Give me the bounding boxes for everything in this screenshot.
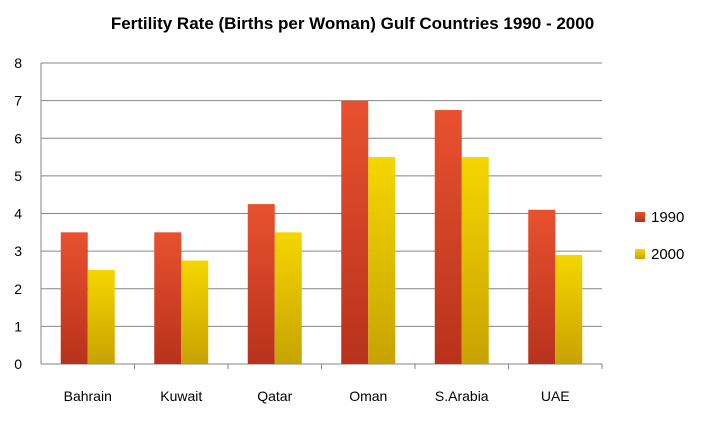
- axis-labels: 0 1 2 3 4 5 6 7 8 Bahrain Kuwait Qatar Oman S.Arabia U…: [14, 55, 569, 404]
- y-tick-label: 0: [14, 356, 22, 372]
- bar-2000-uae: [555, 254, 583, 364]
- bar-1990-bahrain: [60, 232, 88, 364]
- y-tick-label: 8: [14, 55, 22, 71]
- x-category-label: S.Arabia: [435, 388, 489, 404]
- legend-swatch-2000: [635, 249, 645, 259]
- bars: [60, 100, 583, 364]
- x-category-label: Kuwait: [160, 388, 202, 404]
- legend: 1990 2000: [635, 209, 684, 263]
- bar-2000-kuwait: [181, 260, 209, 364]
- gridlines: [41, 62, 602, 327]
- bar-2000-qatar: [274, 232, 302, 364]
- bar-1990-s-arabia: [434, 110, 462, 364]
- y-tick-label: 4: [14, 206, 22, 222]
- chart-title: Fertility Rate (Births per Woman) Gulf C…: [110, 14, 595, 33]
- axes: [40, 63, 603, 369]
- bar-1990-qatar: [247, 204, 275, 364]
- bar-1990-oman: [341, 100, 369, 364]
- y-tick-label: 5: [14, 168, 22, 184]
- y-tick-label: 2: [14, 281, 22, 297]
- y-tick-label: 1: [14, 318, 22, 334]
- legend-label-1990: 1990: [651, 209, 684, 226]
- x-category-label: UAE: [541, 388, 570, 404]
- y-tick-label: 6: [14, 130, 22, 146]
- bar-1990-kuwait: [154, 232, 182, 364]
- bar-2000-bahrain: [87, 269, 115, 364]
- bar-2000-oman: [368, 157, 396, 364]
- y-tick-label: 3: [14, 243, 22, 259]
- x-category-label: Qatar: [257, 388, 292, 404]
- x-category-label: Oman: [349, 388, 387, 404]
- y-tick-label: 7: [14, 93, 22, 109]
- x-category-label: Bahrain: [64, 388, 112, 404]
- bar-1990-uae: [528, 209, 556, 364]
- legend-label-2000: 2000: [651, 246, 684, 263]
- legend-swatch-1990: [635, 212, 645, 222]
- bar-2000-s-arabia: [461, 157, 489, 364]
